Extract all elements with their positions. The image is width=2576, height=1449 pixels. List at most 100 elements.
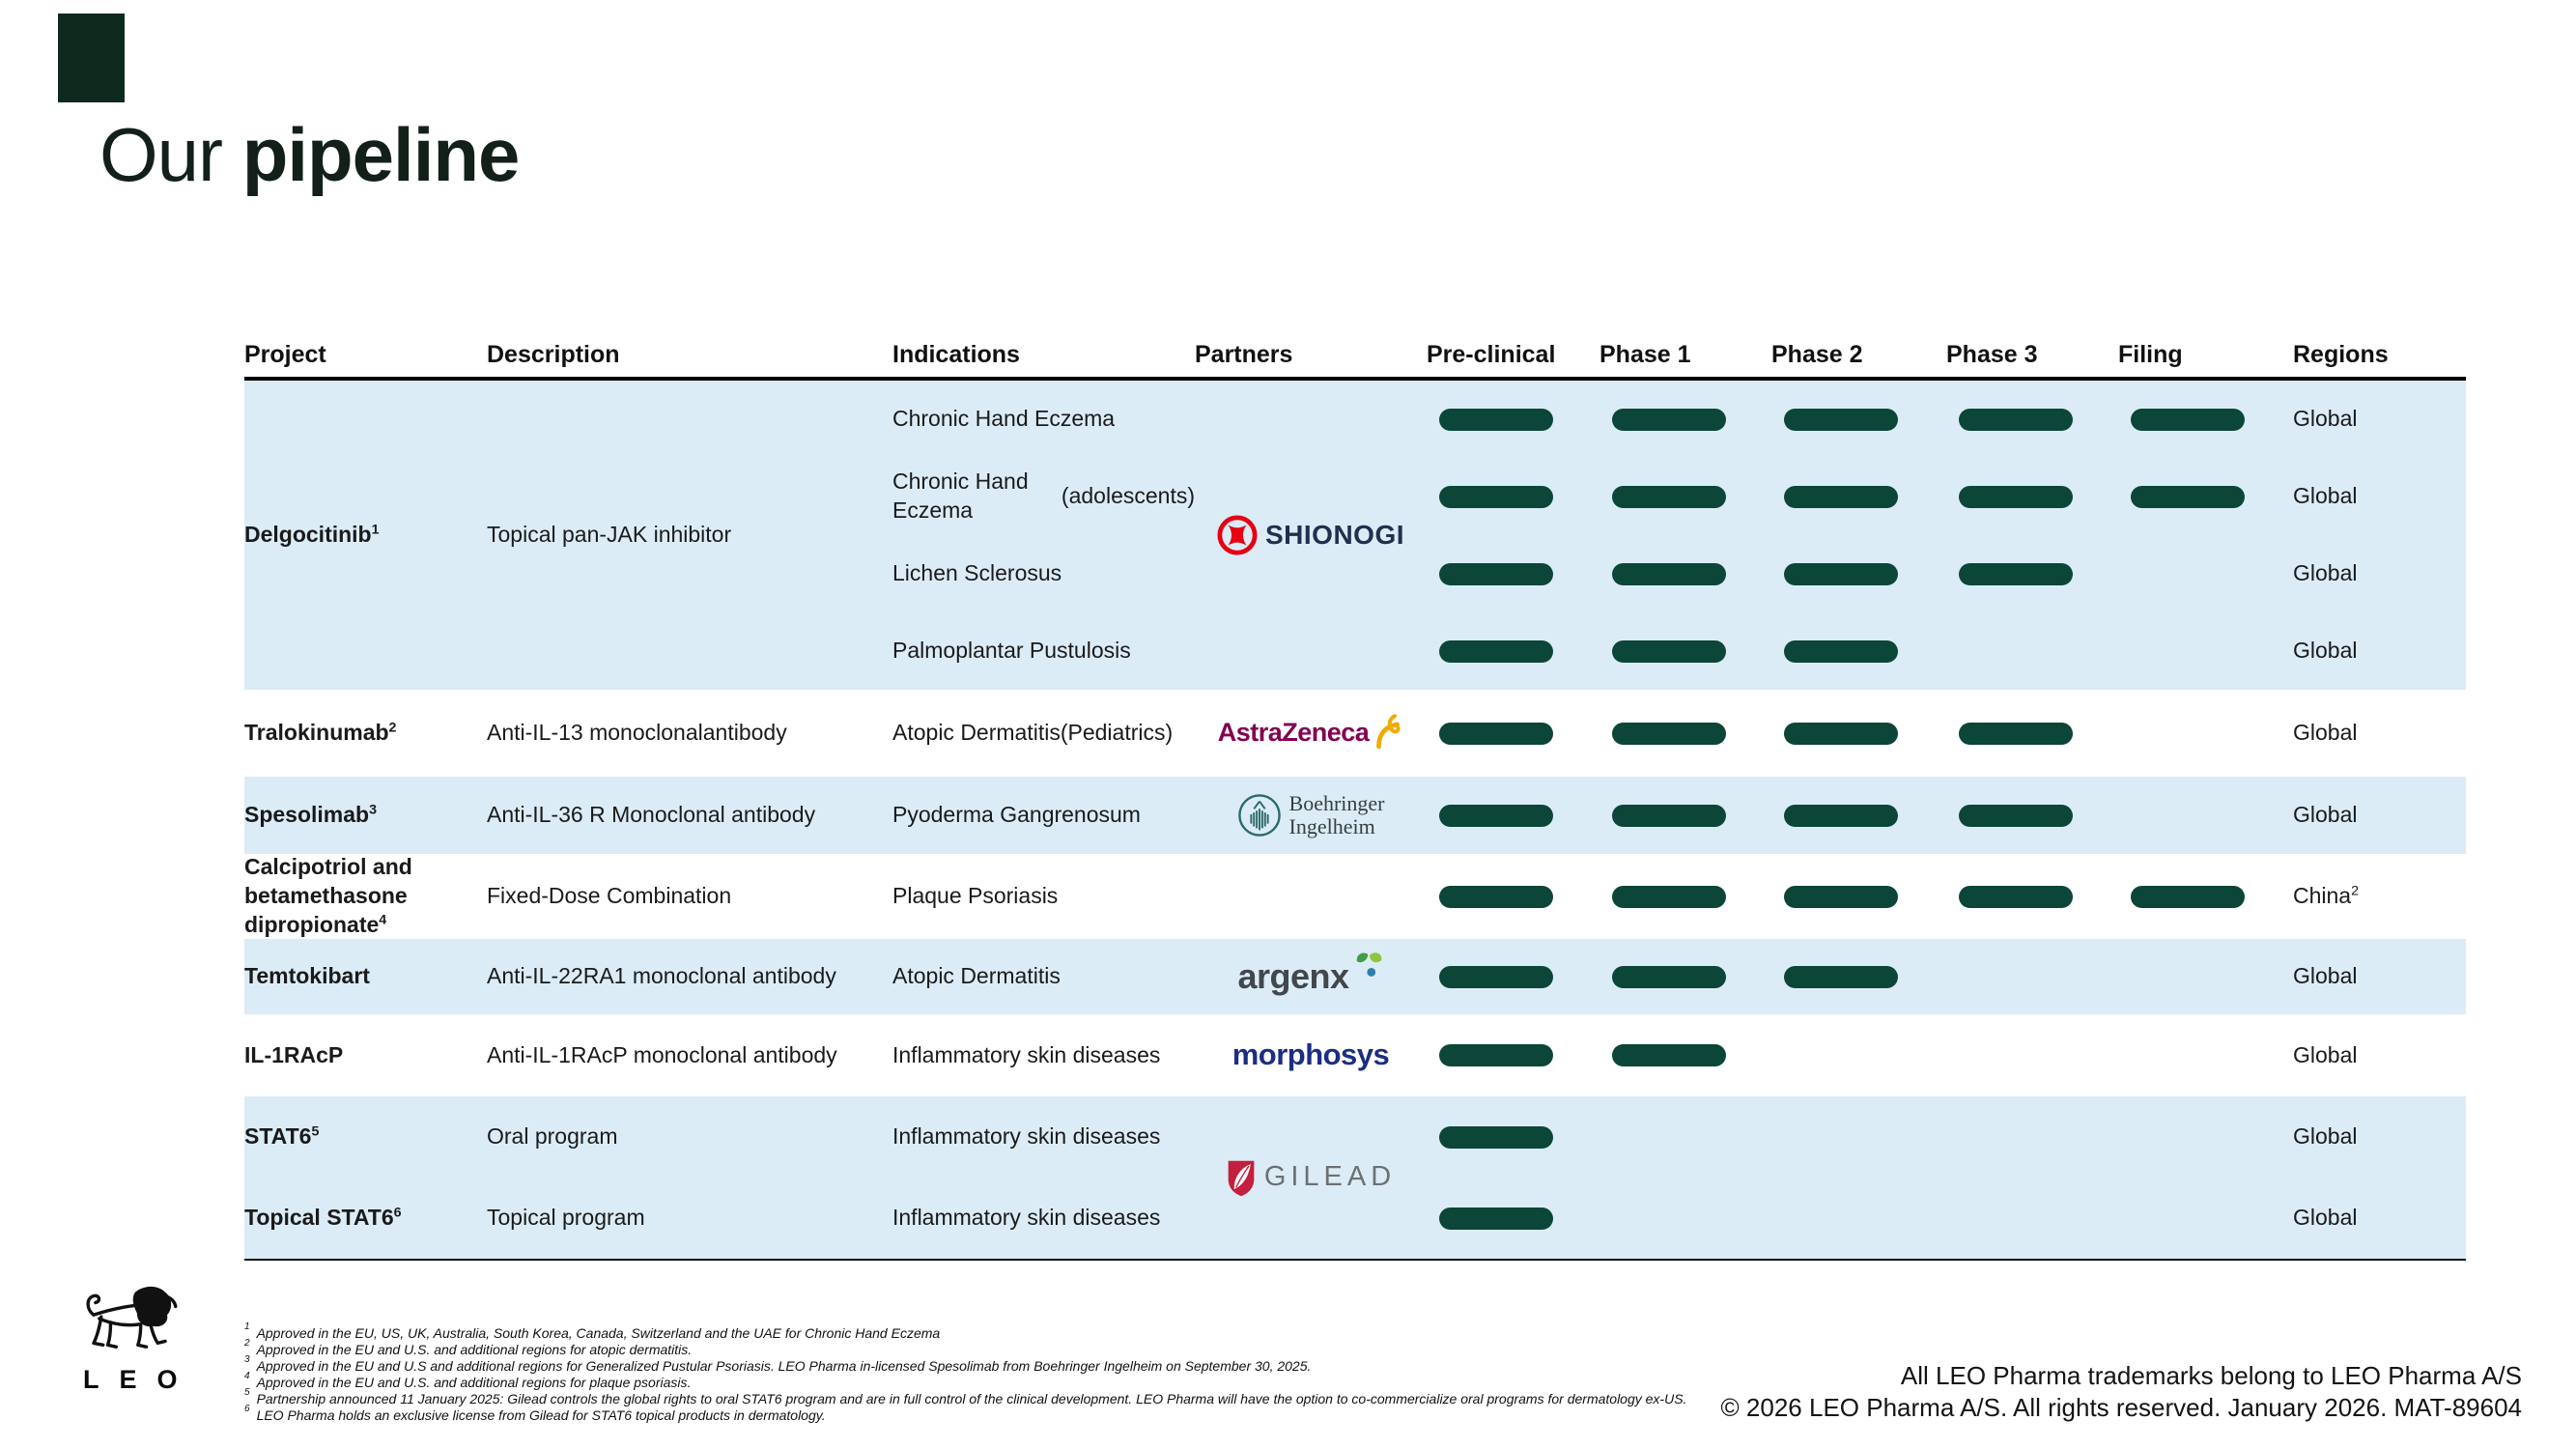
pipeline-group-temtokibart: Temtokibart Anti-IL-22RA1 monoclonal anti… [244,939,2466,1014]
partner-cell: argenx [1195,939,1427,1014]
indication-label: Pyoderma Gangrenosum [892,802,1141,828]
phase-cell [1427,1178,1599,1259]
phase-cell [1946,1014,2118,1096]
project-name: Temtokibart [244,963,370,989]
phase-bar [1439,885,1553,908]
phase-cell [1771,1014,1946,1096]
phase-bar [1612,885,1726,908]
region-label: Global [2293,720,2358,746]
partner-cell: morphosys [1195,1014,1427,1096]
project-description: Anti-IL-22RA1 monoclonal antibody [487,963,836,989]
project-name: STAT65 [244,1123,320,1150]
project-description: Anti-IL-1RAcP monoclonal antibody [487,1041,837,1067]
phase-bar [1784,804,1898,827]
phase-cell [1946,939,2118,1014]
phase-cell [1599,854,1771,939]
shionogi-icon [1217,515,1258,555]
leo-logo: LEO [70,1283,191,1395]
partner-cell: AstraZeneca [1195,690,1427,777]
phase-cell [1599,690,1771,777]
phase-bar [2131,885,2245,908]
phase-bar [1612,562,1726,585]
phase-cell [2118,1096,2293,1178]
phase-cell [1427,381,1599,458]
footnote-line: 2 Approved in the EU and U.S. and additio… [244,1338,693,1358]
phase-cell [2118,1014,2293,1096]
phase-bar [1784,722,1898,745]
project-name: Calcipotriol and betamethasone dipropion… [244,854,412,937]
phase-cell [1946,1178,2118,1259]
phase-cell [2118,535,2293,612]
phase-bar [1784,485,1898,508]
partner-cell: Boehringer Ingelheim [1195,777,1427,854]
region-label: Global [2293,638,2358,664]
pipeline-group-calcipotriol-and-betamethasone-dipropionate: Calcipotriol and betamethasone dipropion… [244,854,2466,939]
phase-cell [2118,381,2293,458]
phase-bar [1959,885,2073,908]
phase-cell [1427,1096,1599,1178]
phase-cell [1599,1014,1771,1096]
project-description: Topical program [487,1205,645,1231]
header-project: Project [244,341,326,368]
phase-cell [1599,1178,1771,1259]
boehringer-ingelheim-logo: Boehringer Ingelheim [1237,792,1384,838]
phase-cell [1599,777,1771,854]
argenx-icon [1356,952,1381,977]
phase-cell [1427,939,1599,1014]
header-filing: Filing [2118,341,2183,368]
title-emphasis: pipeline [241,112,521,197]
astrazeneca-icon [1376,714,1401,750]
project-name: Spesolimab3 [244,802,378,828]
phase-cell [1599,1096,1771,1178]
phase-bar [1784,562,1898,585]
region-label: Global [2293,406,2358,432]
indication-label: Chronic Hand Eczema (adolescents) [892,469,1195,523]
phase-cell [1427,777,1599,854]
page-title: Our pipeline [99,112,521,197]
header-regions: Regions [2293,341,2389,368]
phase-bar [1439,562,1553,585]
pipeline-group-il-1racp: IL-1RAcP Anti-IL-1RAcP monoclonal antibod… [244,1014,2466,1096]
boehringer-icon [1237,794,1281,837]
phase-cell [1427,612,1599,690]
table-header-row: Project Description Indications Partners… [244,319,2466,381]
pipeline-body: Delgocitinib1 Topical pan-JAK inhibitor S… [244,381,2466,1261]
phase-cell [1771,854,1946,939]
partner-cell: GILEAD [1195,1096,1427,1259]
phase-cell [1771,612,1946,690]
phase-cell [1771,690,1946,777]
phase-bar [1612,804,1726,827]
region-label: Global [2293,1123,2358,1150]
phase-bar [1439,804,1553,827]
indication-label: Plaque Psoriasis [892,883,1059,909]
footnotes: 1 Approved in the EU, US, UK, Australia, … [244,1321,1944,1424]
partner-cell: SHIONOGI [1195,381,1427,690]
phase-cell [1946,458,2118,535]
project-name: Delgocitinib1 [244,522,380,548]
phase-bar [1959,804,2073,827]
header-description: Description [487,341,620,368]
phase-cell [2118,458,2293,535]
astrazeneca-logo: AstraZeneca [1218,714,1404,752]
footnote-line: 6 LEO Pharma holds an exclusive license f… [244,1404,826,1424]
phase-cell [1946,1096,2118,1178]
pipeline-group-spesolimab: Spesolimab3 Anti-IL-36 R Monoclonal antib… [244,777,2466,854]
region-label: Global [2293,483,2358,509]
phase-bar [1784,885,1898,908]
project-description: Anti-IL-36 R Monoclonal antibody [487,802,816,828]
phase-cell [1946,854,2118,939]
phase-bar [1439,1044,1553,1066]
pipeline-group-delgocitinib: Delgocitinib1 Topical pan-JAK inhibitor S… [244,381,2466,690]
phase-cell [1427,458,1599,535]
region-label: Global [2293,1205,2358,1231]
phase-bar [1439,408,1553,431]
phase-cell [1599,612,1771,690]
phase-cell [2118,777,2293,854]
footnote-line: 1 Approved in the EU, US, UK, Australia, … [244,1321,941,1342]
phase-cell [2118,612,2293,690]
phase-cell [2118,690,2293,777]
phase-bar [1612,485,1726,508]
leo-logo-text: LEO [83,1365,198,1394]
phase-cell [1946,612,2118,690]
phase-bar [1784,639,1898,663]
